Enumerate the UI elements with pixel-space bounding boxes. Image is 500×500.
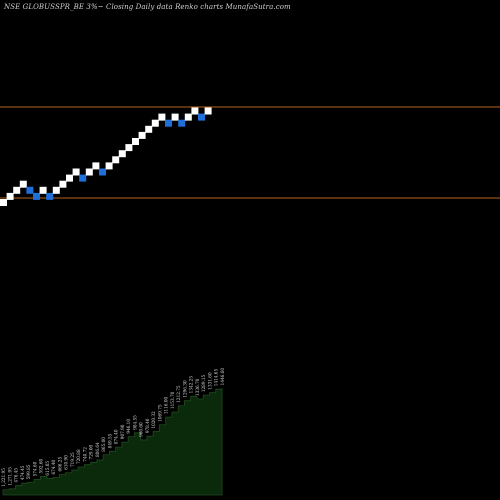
volume-area (2, 388, 223, 496)
data-label: 1296.30 (182, 380, 187, 398)
renko-brick-up (151, 119, 159, 127)
data-label: 474.45 (20, 465, 25, 480)
data-label: 1,221.95 (1, 468, 6, 487)
data-label: 1331.60 (207, 372, 212, 390)
data-label: 946.10 (126, 419, 131, 434)
data-label: 574.60 (32, 461, 37, 476)
data-label: 720.88 (76, 449, 81, 464)
data-label: 865.00 (101, 437, 106, 452)
renko-brick-up (184, 113, 192, 121)
renko-brick-up (52, 186, 60, 194)
data-label: 592.60 (39, 458, 44, 473)
data-label: 1446.60 (220, 368, 225, 386)
renko-brick-up (13, 186, 21, 194)
data-label: 1212.75 (176, 385, 181, 403)
renko-brick-down (165, 119, 172, 127)
renko-brick-down (33, 192, 40, 200)
renko-brick-up (105, 162, 113, 170)
renko-brick-down (178, 119, 186, 127)
renko-brick-up (92, 162, 100, 170)
data-label: 599.85 (26, 464, 31, 479)
renko-brick-up (72, 168, 80, 176)
data-label: 1,271.95 (7, 467, 12, 486)
renko-brick-down (198, 113, 205, 121)
renko-brick-up (19, 180, 27, 188)
data-label: 615.05 (45, 461, 50, 476)
data-label: 984.55 (132, 415, 137, 430)
renko-brick-up (66, 174, 73, 182)
renko-brick-up (112, 156, 120, 164)
renko-brick-down (99, 168, 106, 176)
renko-brick-up (125, 144, 133, 152)
data-label: 1153.70 (170, 391, 175, 409)
renko-brick-down (79, 174, 87, 182)
data-label: 729.00 (89, 444, 94, 459)
renko-brick-up (59, 180, 67, 188)
data-label: 1336.70 (195, 378, 200, 396)
data-label: 849.55 (107, 433, 112, 448)
data-label: 960.60 (139, 422, 144, 437)
renko-brick-up (39, 186, 47, 194)
data-label: 1069.75 (157, 404, 162, 422)
data-label: 907.90 (120, 424, 125, 439)
data-label: 978.40 (145, 418, 150, 433)
data-label: 1342.25 (189, 376, 194, 394)
renko-brick-up (6, 192, 14, 200)
renko-brick-up (138, 131, 146, 139)
data-label: 874.40 (114, 429, 119, 444)
renko-brick-up (171, 113, 179, 121)
data-label: 1020.32 (151, 411, 156, 429)
data-label: 740.72 (82, 447, 87, 462)
data-label: 1414.65 (214, 369, 219, 387)
data-label: 1116.00 (164, 396, 169, 414)
renko-brick-down (26, 186, 34, 194)
renko-brick-down (46, 192, 54, 200)
renko-brick-up (0, 199, 7, 206)
data-label: 476.45 (14, 468, 19, 483)
data-label: 806.64 (95, 442, 100, 457)
renko-brick-up (132, 138, 139, 145)
renko-brick-up (191, 107, 199, 115)
renko-brick-up (158, 113, 166, 121)
data-label: 666.25 (57, 457, 62, 472)
renko-brick-up (145, 125, 153, 133)
renko-brick-up (204, 107, 212, 115)
renko-brick-up (85, 168, 93, 176)
data-label: 610.90 (64, 455, 69, 470)
data-label: 674.40 (51, 459, 56, 474)
data-label: 719.25 (70, 452, 75, 467)
data-label: 1289.15 (201, 374, 206, 392)
chart-title: NSE GLOBUSSPR_BE 3%~ Closing Daily data … (4, 3, 291, 11)
renko-brick-up (118, 150, 126, 158)
